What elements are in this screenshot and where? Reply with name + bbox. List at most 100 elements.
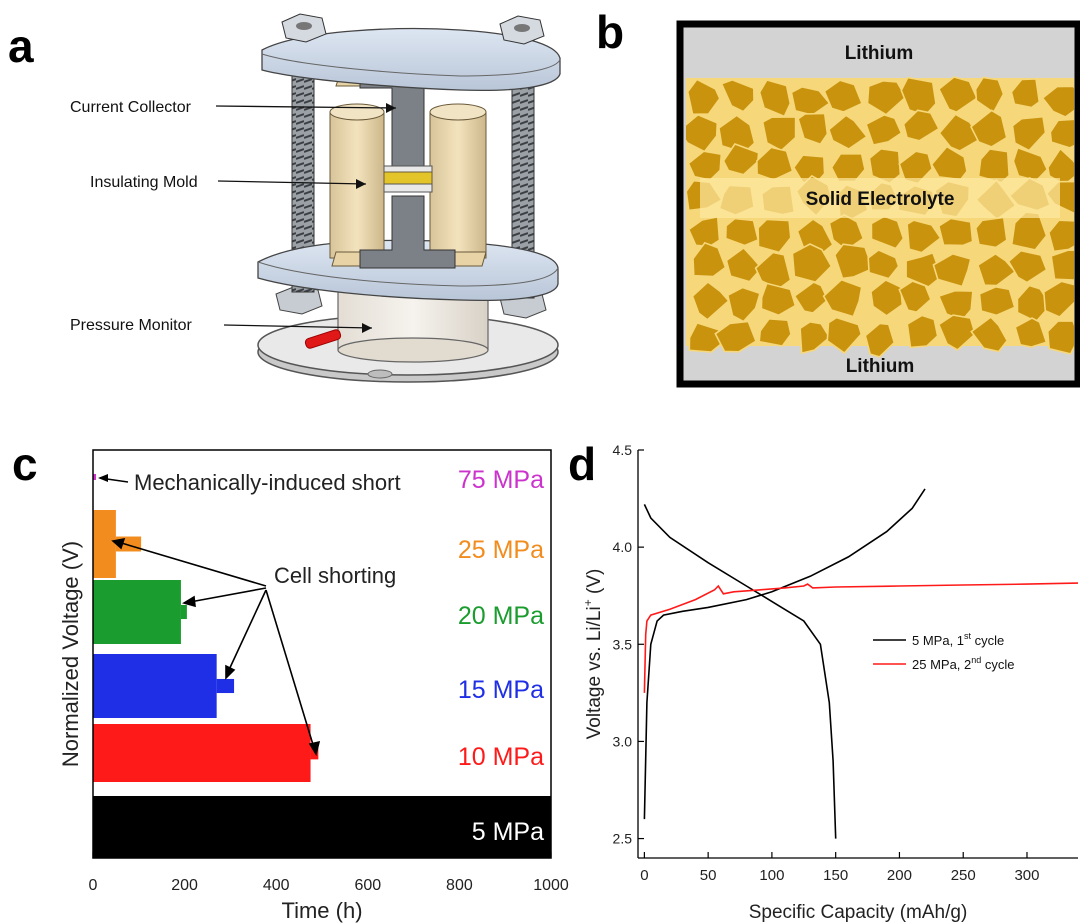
chart-d-ytick-label: 3.5 xyxy=(613,636,633,652)
short-tail-20-mpa xyxy=(180,604,187,620)
top-nuts xyxy=(281,13,545,45)
curve-25mpa-0 xyxy=(643,582,1079,693)
chart-d-xtick-label: 50 xyxy=(700,867,717,884)
chart-d-ylabel: Voltage vs. Li/Li+ (V) xyxy=(581,569,605,740)
panel-c-letter: c xyxy=(12,438,38,490)
bar-5-mpa xyxy=(93,796,551,858)
electrolyte-grain xyxy=(937,76,979,113)
electrolyte-grain xyxy=(686,78,721,116)
bar-20-mpa xyxy=(93,580,181,644)
chart-c-xtick-label: 200 xyxy=(171,877,198,894)
electrolyte-grain xyxy=(758,317,792,347)
electrolyte-grain xyxy=(827,114,868,150)
electrolyte-grain xyxy=(1050,249,1074,281)
electrolyte-grain xyxy=(906,219,942,254)
series-label-25-mpa: 25 MPa xyxy=(458,536,544,564)
legend-label-5mpa: 5 MPa, 1st cycle xyxy=(912,631,1004,648)
electrolyte-grain xyxy=(865,114,903,146)
chart-d-xtick-label: 150 xyxy=(823,867,848,884)
electrolyte-grain xyxy=(937,314,977,351)
electrolyte-grain xyxy=(714,320,757,353)
electrolyte-grain xyxy=(799,320,831,355)
electrolyte-grain xyxy=(978,285,1016,317)
electrolyte-grain xyxy=(938,113,982,152)
electrolyte-grain xyxy=(725,246,763,283)
panel-c: c 75 MPa 25 MPa 20 MPa 15 MPa 10 MPa 5 MPa 0 20… xyxy=(12,438,569,923)
electrolyte-grain xyxy=(969,109,1008,148)
electrolyte-grain xyxy=(760,282,797,317)
chart-c-xlabel: Time (h) xyxy=(281,898,362,923)
panel-a-letter: a xyxy=(8,20,34,72)
electrolyte-grain xyxy=(870,279,904,317)
lithium-bottom-label: Lithium xyxy=(846,356,915,377)
electrolyte-grain xyxy=(797,112,829,146)
callout-insulating-mold: Insulating Mold xyxy=(90,174,367,191)
electrolyte-grain xyxy=(757,218,792,254)
electrolyte-grain xyxy=(833,243,874,280)
legend-label-25mpa: 25 MPa, 2nd cycle xyxy=(912,655,1015,672)
electrolyte-grain xyxy=(1011,115,1047,152)
short-tail-15-mpa xyxy=(216,678,235,694)
chart-c-xtick-label: 600 xyxy=(354,877,381,894)
chart-d-xtick-label: 250 xyxy=(951,867,976,884)
bar-15-mpa xyxy=(93,654,217,718)
curve-5mpa-1 xyxy=(643,504,837,839)
electrolyte-grain xyxy=(692,241,727,278)
electrolyte-grain xyxy=(691,280,730,321)
chart-d-xlabel: Specific Capacity (mAh/g) xyxy=(749,902,968,923)
series-label-15-mpa: 15 MPa xyxy=(458,676,544,704)
electrolyte-grain xyxy=(1041,85,1074,118)
electrolyte-grain xyxy=(898,280,932,314)
short-tail-10-mpa xyxy=(310,746,319,760)
panel-d-letter: d xyxy=(568,438,596,490)
chart-c-ylabel: Normalized Voltage (V) xyxy=(58,541,83,767)
chart-d-ytick-label: 4.5 xyxy=(613,442,633,458)
chart-d-xtick-label: 300 xyxy=(1014,867,1039,884)
electrolyte-grain xyxy=(822,278,863,318)
electrolyte-grain xyxy=(864,322,896,358)
panel-b: b Lithium Solid Electrolyte Lithium xyxy=(596,6,1080,388)
chart-d-ytick-label: 3.0 xyxy=(613,733,633,749)
lithium-top-label: Lithium xyxy=(845,43,914,64)
callout-pressure-monitor-label: Pressure Monitor xyxy=(70,317,192,334)
electrolyte-grain xyxy=(823,79,864,113)
callout-pressure-monitor: Pressure Monitor xyxy=(70,317,373,334)
bar-75-mpa xyxy=(93,474,96,480)
series-label-5-mpa: 5 MPa xyxy=(472,818,544,846)
electrolyte-grain xyxy=(970,316,1009,353)
curve-5mpa-0 xyxy=(643,488,926,820)
panel-d: d 2.5 3.0 3.5 4.0 4.5 0 50 100 150 200 250 300 Volt… xyxy=(568,438,1079,923)
electrolyte-grain xyxy=(974,216,1008,249)
chart-c: 75 MPa 25 MPa 20 MPa 15 MPa 10 MPa 5 MPa 0 200 4… xyxy=(89,466,569,894)
chart-c-xtick-label: 400 xyxy=(263,877,290,894)
callout-insulating-mold-label: Insulating Mold xyxy=(90,174,198,191)
electrolyte-grain xyxy=(1049,118,1074,149)
electrolyte-grain xyxy=(826,316,863,355)
electrolyte-grain xyxy=(1046,320,1074,355)
chart-d: 2.5 3.0 3.5 4.0 4.5 0 50 100 150 200 250 300 xyxy=(613,442,1079,884)
solid-electrolyte-label: Solid Electrolyte xyxy=(806,189,955,210)
bar-25-mpa xyxy=(93,510,116,578)
current-collector xyxy=(359,69,456,269)
series-label-75-mpa: 75 MPa xyxy=(458,466,544,494)
cell-shorting-arrows xyxy=(111,537,321,757)
electrolyte-grain xyxy=(902,109,940,142)
electrolyte-grain xyxy=(1010,78,1041,109)
electrolyte-grain xyxy=(1014,317,1048,348)
electrolyte-grain xyxy=(870,215,905,250)
chart-d-ytick-label: 4.0 xyxy=(613,539,633,555)
annotation-mechanical-short: Mechanically-induced short xyxy=(134,470,401,495)
electrolyte-grain xyxy=(722,143,760,176)
bar-10-mpa xyxy=(93,724,311,782)
electrolyte-grain xyxy=(793,281,829,314)
threaded-rods xyxy=(291,39,535,299)
chart-d-legend: 5 MPa, 1st cycle 25 MPa, 2nd cycle xyxy=(873,631,1015,672)
chart-d-ytick-label: 2.5 xyxy=(613,831,633,847)
chart-c-frame xyxy=(92,449,552,859)
electrolyte-grain xyxy=(1042,280,1074,318)
chart-d-xtick-label: 200 xyxy=(887,867,912,884)
chart-c-xtick-label: 1000 xyxy=(533,877,569,894)
electrolyte-grain xyxy=(720,79,755,113)
panel-a: a xyxy=(8,13,561,383)
